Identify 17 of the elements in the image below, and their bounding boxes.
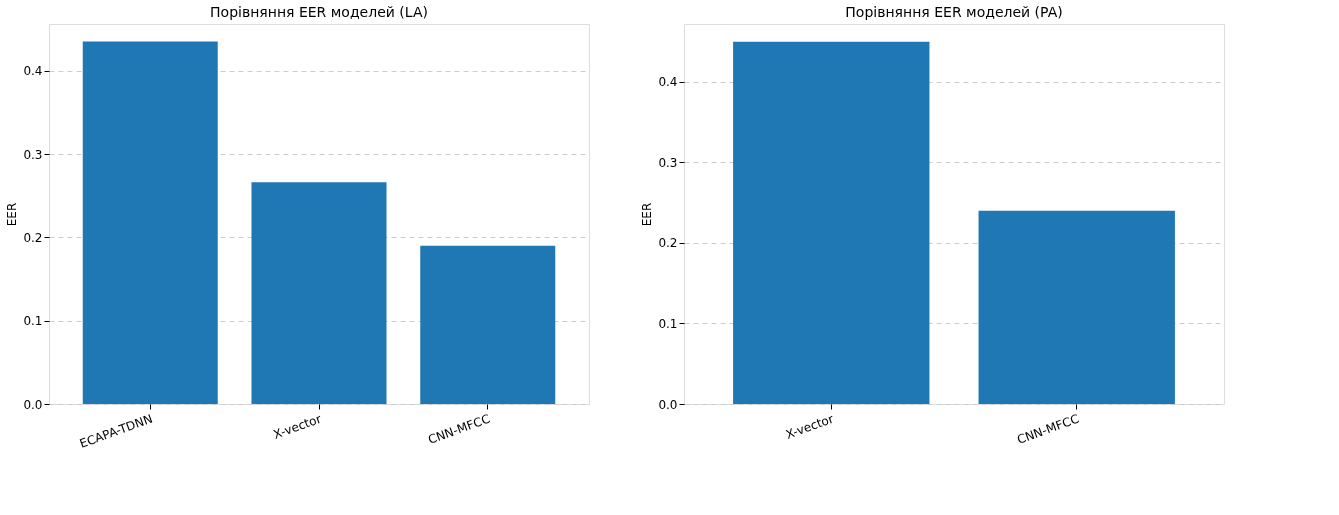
bar (420, 245, 556, 404)
y-tick-label: 0.3 (23, 147, 43, 162)
y-tick-label: 0.4 (658, 75, 678, 90)
y-axis-title: EER (640, 202, 655, 227)
y-axis-title: EER (5, 202, 20, 227)
chart-title: Порівняння EER моделей (LA) (210, 4, 428, 20)
y-tick-label: 0.4 (23, 64, 43, 79)
bar (251, 182, 387, 404)
y-tick-label: 0.3 (658, 155, 678, 170)
bar (82, 41, 218, 404)
y-tick-label: 0.1 (658, 316, 678, 331)
y-tick-label: 0.2 (658, 236, 678, 251)
y-tick-label: 0.2 (23, 230, 43, 245)
chart-title: Порівняння EER моделей (PA) (845, 4, 1063, 20)
y-tick-label: 0.1 (23, 314, 43, 329)
y-tick-label: 0.0 (23, 397, 43, 412)
y-tick-label: 0.0 (658, 397, 678, 412)
